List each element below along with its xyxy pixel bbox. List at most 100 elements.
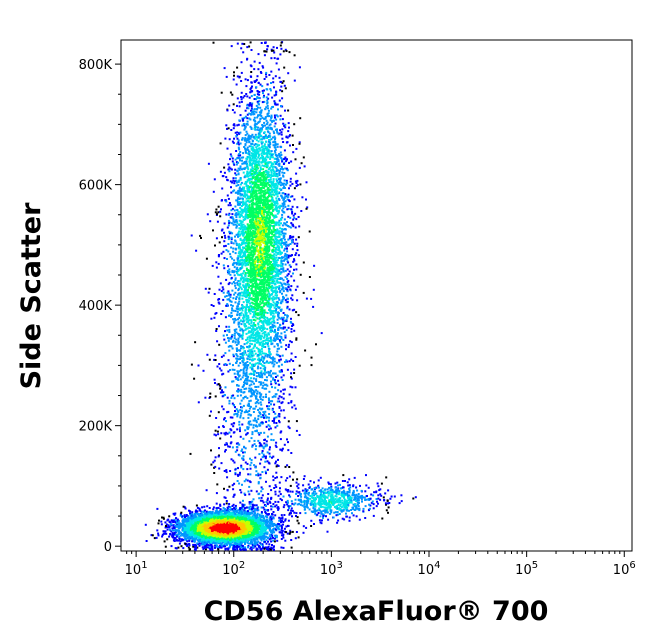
event-dot [225,502,228,505]
event-dot [191,530,194,533]
event-dot [175,530,178,533]
event-dot [256,543,259,546]
event-dot [177,539,180,542]
event-dot [251,544,254,547]
event-dot [245,506,248,509]
event-dot [187,518,190,521]
event-dot [207,514,210,517]
event-dot [231,512,234,515]
event-dot [205,531,208,534]
event-dot [195,504,198,507]
event-dot [215,507,218,510]
event-dot [208,534,211,537]
event-dot [247,506,250,509]
event-dot [221,541,224,544]
event-dot [229,508,232,511]
event-dot [278,516,281,519]
event-dot [290,539,293,541]
event-dot [188,521,191,524]
event-dot [181,523,184,526]
event-dot [213,520,216,523]
event-dot [207,513,210,516]
event-dot [182,547,185,550]
event-dot [198,507,201,510]
event-dot [254,533,257,536]
event-dot [178,542,181,545]
event-dot [257,506,260,509]
event-dot [199,530,202,533]
event-dot [259,542,262,545]
event-dot [260,525,263,527]
event-dot [281,529,284,532]
event-dot [213,526,216,529]
event-dot [250,530,253,533]
event-dot [252,537,255,540]
event-dot [227,537,229,540]
event-dot [237,545,240,548]
event-dot [234,515,237,517]
plot-frame [120,39,633,552]
event-dot [254,512,256,515]
event-dot [247,545,250,547]
event-dot [209,544,212,547]
event-dot [252,515,255,518]
event-dot [171,519,174,522]
event-dot [230,512,233,515]
event-dot [189,528,192,531]
event-dot [251,510,254,513]
event-dot [196,546,199,549]
event-dot [236,548,239,551]
event-dot [151,534,154,537]
event-dot [198,544,201,547]
event-dot [246,531,249,534]
event-dot [212,506,215,509]
event-dot [208,521,211,524]
event-dot [218,540,221,543]
event-dot [191,511,194,514]
event-dot [225,544,228,546]
event-dot [262,526,265,529]
event-dot [215,514,218,517]
event-dot [234,513,237,516]
event-dot [270,516,273,519]
event-dot [227,505,230,508]
event-dot [251,520,254,523]
event-dot [232,538,235,541]
event-dot [183,519,186,522]
event-dot [272,536,274,539]
event-dot [272,517,275,520]
event-dot [211,531,214,534]
event-dot [186,543,189,546]
event-dot [239,544,242,547]
event-dot [263,532,266,535]
event-dot [184,538,186,541]
event-dot [185,535,188,538]
event-dot [233,545,236,547]
event-dot [261,543,264,546]
event-dot [250,539,253,541]
event-dot [201,531,204,534]
event-dot [234,519,237,522]
event-dot [221,523,224,526]
event-dot [245,517,248,520]
event-dot [204,517,207,520]
event-dot [191,532,194,535]
event-dot [265,516,268,519]
event-dot [232,523,235,526]
event-dot [187,524,190,526]
event-dot [205,517,208,520]
event-dot [251,517,254,519]
event-dot [285,525,288,528]
event-dot [179,531,182,534]
event-dot [200,539,203,542]
event-dot [188,544,191,547]
event-dot [171,527,174,530]
event-dot [227,512,230,515]
event-dot [200,537,203,540]
event-dot [286,532,289,535]
event-dot [158,519,160,522]
event-dot [224,508,226,511]
event-dot [235,533,238,536]
event-dot [280,534,283,537]
event-dot [210,513,213,516]
